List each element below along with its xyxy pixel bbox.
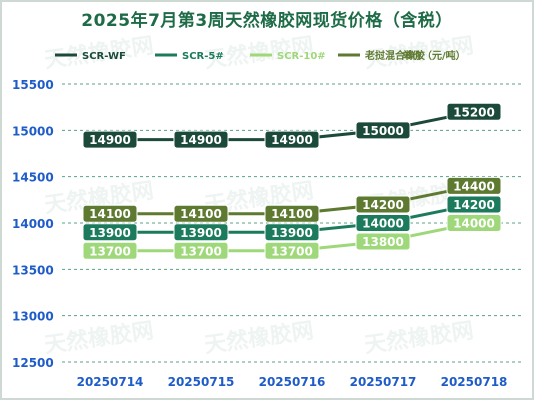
legend-entry: 老挝混合橡胶 [364, 49, 425, 62]
y-tick-label: 14500 [12, 171, 54, 185]
data-label: 14100 [180, 207, 222, 221]
data-label: 14900 [89, 133, 131, 147]
y-tick-label: 13000 [12, 310, 54, 324]
x-tick-label: 20250716 [259, 375, 326, 389]
data-label-box [355, 232, 411, 251]
x-tick-label: 20250718 [441, 375, 508, 389]
x-tick-label: 20250717 [350, 375, 417, 389]
x-tick-label: 20250715 [168, 375, 235, 389]
data-label-box [82, 204, 138, 223]
data-label-box [264, 241, 320, 260]
data-label-box [82, 223, 138, 242]
data-label: 14000 [453, 217, 495, 231]
data-label: 13700 [180, 244, 222, 258]
data-label-box [446, 214, 502, 232]
watermark-text: 天然橡胶网 [43, 318, 156, 359]
data-label-box [173, 130, 229, 149]
legend-entry: SCR-5# [182, 51, 224, 62]
watermark-text: 天然橡胶网 [363, 318, 476, 359]
x-tick-label: 20250714 [77, 375, 144, 389]
data-label: 13700 [271, 244, 313, 258]
y-tick-label: 15000 [12, 124, 54, 138]
data-label: 14200 [362, 198, 404, 212]
data-label: 13800 [362, 235, 404, 249]
data-label-box [264, 204, 320, 223]
data-label-box [446, 102, 502, 121]
data-label-box [355, 195, 411, 214]
chart-title: 2025年7月第3周天然橡胶网现货价格（含税） [81, 11, 453, 31]
data-label-box [446, 195, 502, 214]
data-label-box [173, 223, 229, 242]
data-label-box [264, 130, 320, 149]
data-label: 14400 [453, 179, 495, 193]
data-label-box [173, 204, 229, 223]
y-tick-label: 12500 [12, 356, 54, 370]
data-label: 13700 [89, 244, 131, 258]
data-label: 14000 [362, 217, 404, 231]
y-tick-label: 15500 [12, 78, 54, 92]
data-label-box [264, 223, 320, 242]
y-tick-label: 14000 [12, 217, 54, 231]
data-label-box [82, 130, 138, 149]
data-label: 15000 [362, 124, 404, 138]
data-label-box [173, 241, 229, 260]
data-label: 13900 [89, 226, 131, 240]
data-label: 14100 [271, 207, 313, 221]
data-label: 13900 [271, 226, 313, 240]
data-label: 15200 [453, 105, 495, 119]
data-label: 14200 [453, 198, 495, 212]
y-tick-label: 13500 [12, 263, 54, 277]
data-label-box [355, 214, 411, 232]
data-label: 13900 [180, 226, 222, 240]
unit-label: 单价（元/吨） [402, 49, 466, 62]
data-label: 14900 [180, 133, 222, 147]
data-label-box [355, 121, 411, 140]
legend-entry: SCR-10# [277, 51, 326, 62]
data-label-box [82, 241, 138, 260]
watermark-text: 天然橡胶网 [203, 318, 316, 359]
data-label: 14100 [89, 207, 131, 221]
data-label: 14900 [271, 133, 313, 147]
legend-entry: SCR-WF [82, 51, 126, 62]
data-label-box [446, 176, 502, 195]
